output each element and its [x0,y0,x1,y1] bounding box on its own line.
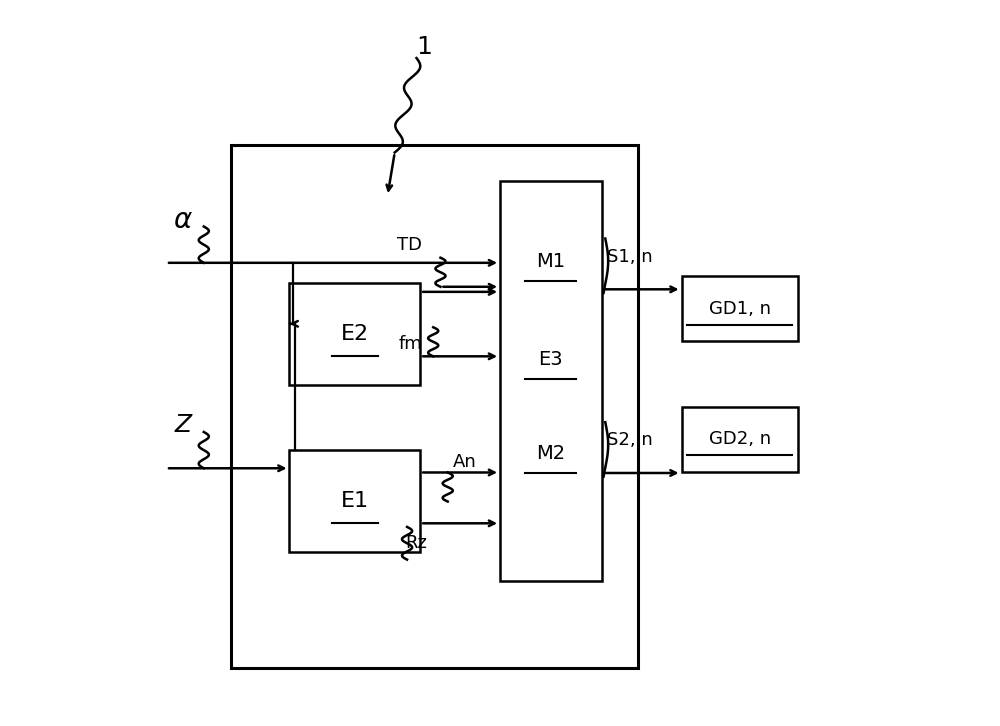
Text: GD2, n: GD2, n [709,431,771,448]
Bar [682,407,798,472]
Bar [231,145,638,668]
Text: TD: TD [397,236,422,254]
Text: M1: M1 [536,252,565,271]
Text: An: An [453,453,477,471]
Text: E1: E1 [341,491,369,511]
Text: E2: E2 [341,324,369,344]
Text: Rz: Rz [406,534,427,552]
Text: E3: E3 [539,350,563,369]
Text: GD1, n: GD1, n [709,300,771,317]
Text: S2, n: S2, n [607,431,653,449]
Bar [289,283,420,385]
Bar [682,276,798,341]
Text: Z: Z [174,412,191,437]
Text: $\alpha$: $\alpha$ [173,206,193,234]
Text: S1, n: S1, n [607,248,653,266]
Text: M2: M2 [536,444,565,462]
Bar [500,182,602,581]
Bar [289,450,420,552]
Text: fm: fm [399,335,422,353]
Text: 1: 1 [416,35,432,60]
